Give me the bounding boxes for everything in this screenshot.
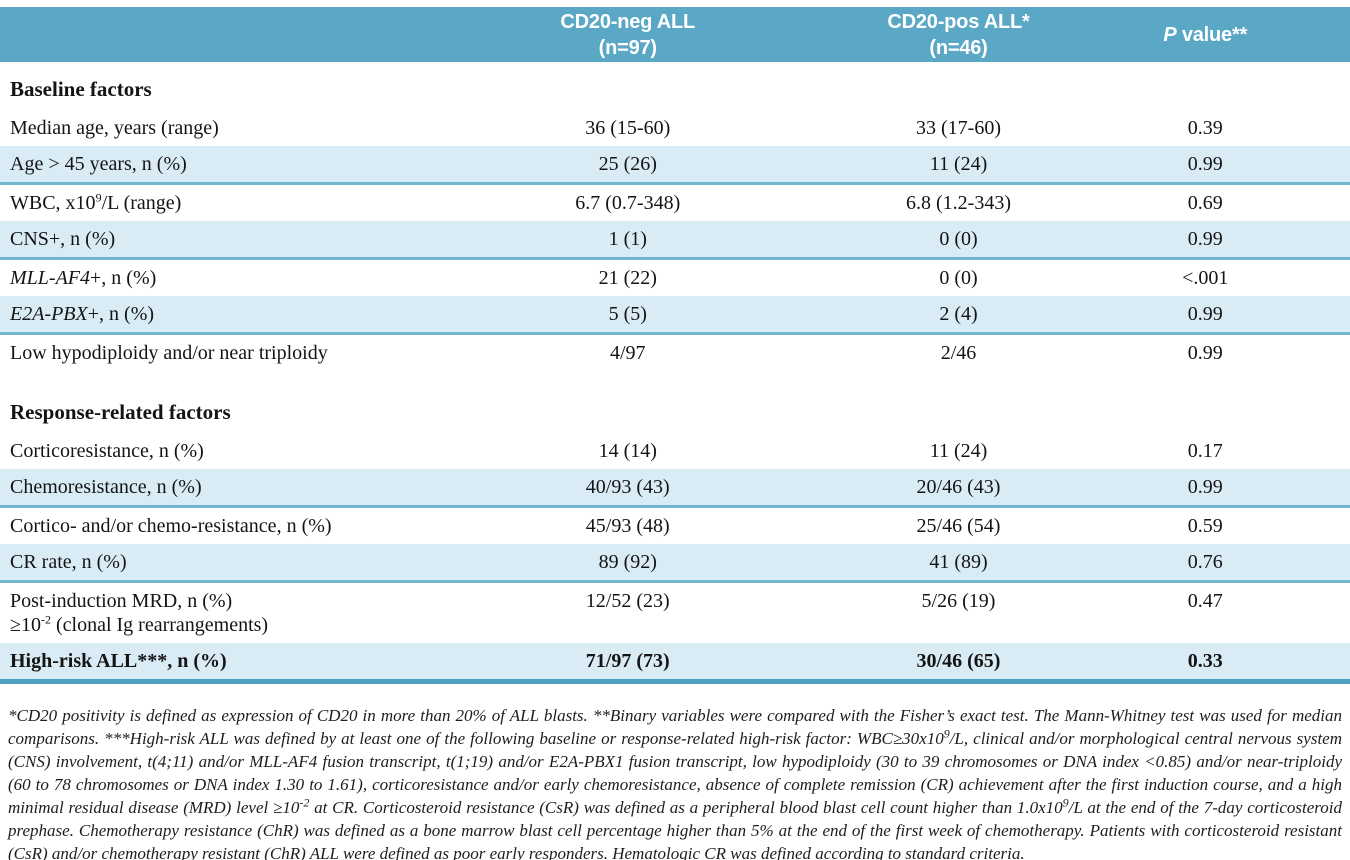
value-p: 0.69 [1187, 192, 1223, 214]
row-label: MLL-AF4+, n (%) [10, 267, 157, 289]
value-p: 0.47 [1187, 590, 1223, 612]
value-cd20-pos: 2 (4) [796, 296, 1121, 334]
value-p: 0.33 [1120, 643, 1350, 682]
value-p: <.001 [1182, 267, 1229, 289]
p-value-italic-p: P [1163, 23, 1177, 46]
value-cd20-neg: 25 (26) [459, 146, 797, 184]
value-p: 0.39 [1187, 117, 1223, 139]
value-cd20-pos: 5/26 (19) [921, 590, 996, 612]
p-value-rest: value** [1176, 23, 1248, 46]
value-cd20-neg: 40/93 (43) [459, 469, 797, 507]
value-cd20-pos: 33 (17-60) [916, 117, 1001, 139]
section-header: Baseline factors [0, 62, 1350, 110]
col-header-empty [0, 7, 459, 62]
value-p: 0.99 [1187, 342, 1223, 364]
table-header-row: CD20-neg ALL (n=97) CD20-pos ALL* (n=46)… [0, 7, 1350, 62]
section-title: Response-related factors [10, 400, 231, 424]
footnote-text: *CD20 positivity is defined as expressio… [8, 706, 1343, 860]
value-p: 0.59 [1187, 515, 1223, 537]
value-cd20-pos: 11 (24) [796, 146, 1121, 184]
row-label: WBC, x109/L (range) [10, 190, 182, 214]
table-row: CR rate, n (%) 89 (92) 41 (89) 0.76 [0, 544, 1350, 582]
table-row: Chemoresistance, n (%) 40/93 (43) 20/46 (4… [0, 469, 1350, 507]
value-p: 0.99 [1120, 221, 1350, 259]
table-row: Age > 45 years, n (%) 25 (26) 11 (24) 0.99 [0, 146, 1350, 184]
row-label: E2A-PBX+, n (%) [0, 296, 459, 334]
col-header-cd20-pos: CD20-pos ALL* (n=46) [796, 7, 1121, 62]
section-title: Baseline factors [10, 77, 152, 101]
table-row: High-risk ALL***, n (%) 71/97 (73) 30/46 (… [0, 643, 1350, 682]
row-label: Age > 45 years, n (%) [0, 146, 459, 184]
table-row: WBC, x109/L (range) 6.7 (0.7-348) 6.8 (1.2… [0, 184, 1350, 222]
col-header-line2: (n=97) [598, 36, 657, 59]
comparison-table: CD20-neg ALL (n=97) CD20-pos ALL* (n=46)… [0, 7, 1350, 684]
table-row: CNS+, n (%) 1 (1) 0 (0) 0.99 [0, 221, 1350, 259]
col-header-line2: (n=46) [929, 36, 988, 59]
table-row: E2A-PBX+, n (%) 5 (5) 2 (4) 0.99 [0, 296, 1350, 334]
value-cd20-pos: 41 (89) [796, 544, 1121, 582]
value-cd20-neg: 36 (15-60) [585, 117, 671, 139]
row-label: CR rate, n (%) [0, 544, 459, 582]
value-cd20-pos: 6.8 (1.2-343) [906, 192, 1011, 214]
row-label: Corticoresistance, n (%) [10, 440, 204, 462]
value-cd20-pos: 0 (0) [796, 221, 1121, 259]
row-label: Chemoresistance, n (%) [0, 469, 459, 507]
value-cd20-pos: 2/46 [940, 342, 977, 364]
col-header-line1: CD20-pos ALL* [887, 10, 1030, 33]
value-cd20-neg: 1 (1) [459, 221, 797, 259]
value-p: 0.76 [1120, 544, 1350, 582]
table-row: Post-induction MRD, n (%) ≥10-2 (clonal I… [0, 582, 1350, 644]
row-label: Cortico- and/or chemo-resistance, n (%) [10, 515, 332, 537]
value-p: 0.99 [1120, 146, 1350, 184]
section-gap [0, 371, 1350, 385]
value-cd20-neg: 45/93 (48) [585, 515, 670, 537]
table-row: Low hypodiploidy and/or near triploidy 4/… [0, 334, 1350, 372]
value-p: 0.17 [1187, 440, 1223, 462]
value-cd20-pos: 20/46 (43) [796, 469, 1121, 507]
col-header-cd20-neg: CD20-neg ALL (n=97) [459, 7, 797, 62]
row-label: Post-induction MRD, n (%) ≥10-2 (clonal I… [0, 582, 459, 644]
row-label: CNS+, n (%) [0, 221, 459, 259]
value-cd20-neg: 89 (92) [459, 544, 797, 582]
row-label: High-risk ALL***, n (%) [0, 643, 459, 682]
value-cd20-pos: 30/46 (65) [796, 643, 1121, 682]
table-row: Cortico- and/or chemo-resistance, n (%) 4… [0, 507, 1350, 545]
table-row: MLL-AF4+, n (%) 21 (22) 0 (0) <.001 [0, 259, 1350, 297]
value-cd20-neg: 14 (14) [598, 440, 657, 462]
value-cd20-neg: 12/52 (23) [585, 590, 670, 612]
value-p: 0.99 [1120, 296, 1350, 334]
col-header-line1: CD20-neg ALL [560, 10, 696, 33]
value-p: 0.99 [1120, 469, 1350, 507]
table-row: Median age, years (range) 36 (15-60) 33 (1… [0, 110, 1350, 146]
row-label: Low hypodiploidy and/or near triploidy [10, 342, 328, 364]
row-label-line2: ≥10-2 (clonal Ig rearrangements) [10, 612, 269, 636]
value-cd20-neg: 71/97 (73) [459, 643, 797, 682]
value-cd20-neg: 5 (5) [459, 296, 797, 334]
section-header: Response-related factors [0, 385, 1350, 433]
value-cd20-pos: 0 (0) [939, 267, 978, 289]
value-cd20-neg: 6.7 (0.7-348) [575, 192, 681, 214]
row-label: Median age, years (range) [10, 117, 219, 139]
value-cd20-neg: 21 (22) [598, 267, 657, 289]
value-cd20-pos: 25/46 (54) [916, 515, 1001, 537]
col-header-pvalue: P value** [1120, 7, 1350, 62]
value-cd20-pos: 11 (24) [929, 440, 988, 462]
table-row: Corticoresistance, n (%) 14 (14) 11 (24) 0.… [0, 433, 1350, 469]
value-cd20-neg: 4/97 [609, 342, 646, 364]
